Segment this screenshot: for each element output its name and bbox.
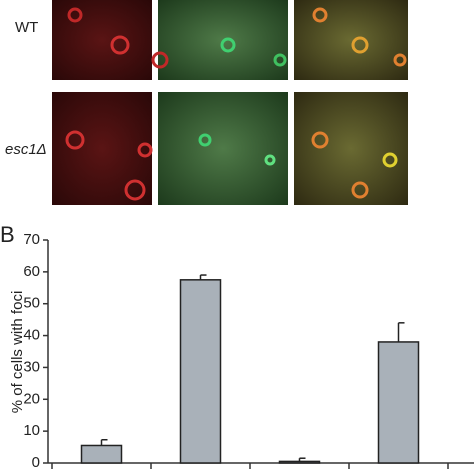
y-tick-label: 70 — [23, 231, 40, 248]
image — [294, 92, 408, 205]
y-tick-label: 20 — [23, 390, 40, 407]
panel-label: B — [0, 222, 15, 247]
image — [52, 92, 152, 205]
cells — [65, 7, 407, 201]
y-tick-label: 50 — [23, 295, 40, 312]
image — [52, 0, 152, 80]
y-tick-label: 40 — [23, 327, 40, 344]
row-label: esc1Δ — [5, 141, 47, 158]
y-axis-label: % of cells with foci — [9, 291, 26, 414]
bar — [80, 444, 123, 464]
bar — [278, 460, 321, 464]
image — [158, 92, 288, 205]
micrographs — [52, 0, 408, 205]
bar — [377, 341, 420, 464]
y-tick-label: 10 — [23, 422, 40, 439]
y-tick-label: 0 — [32, 454, 40, 471]
bar — [179, 279, 222, 464]
row-label: WT — [15, 19, 38, 36]
y-tick-label: 60 — [23, 263, 40, 280]
y-tick-label: 30 — [23, 358, 40, 375]
image — [294, 0, 408, 80]
